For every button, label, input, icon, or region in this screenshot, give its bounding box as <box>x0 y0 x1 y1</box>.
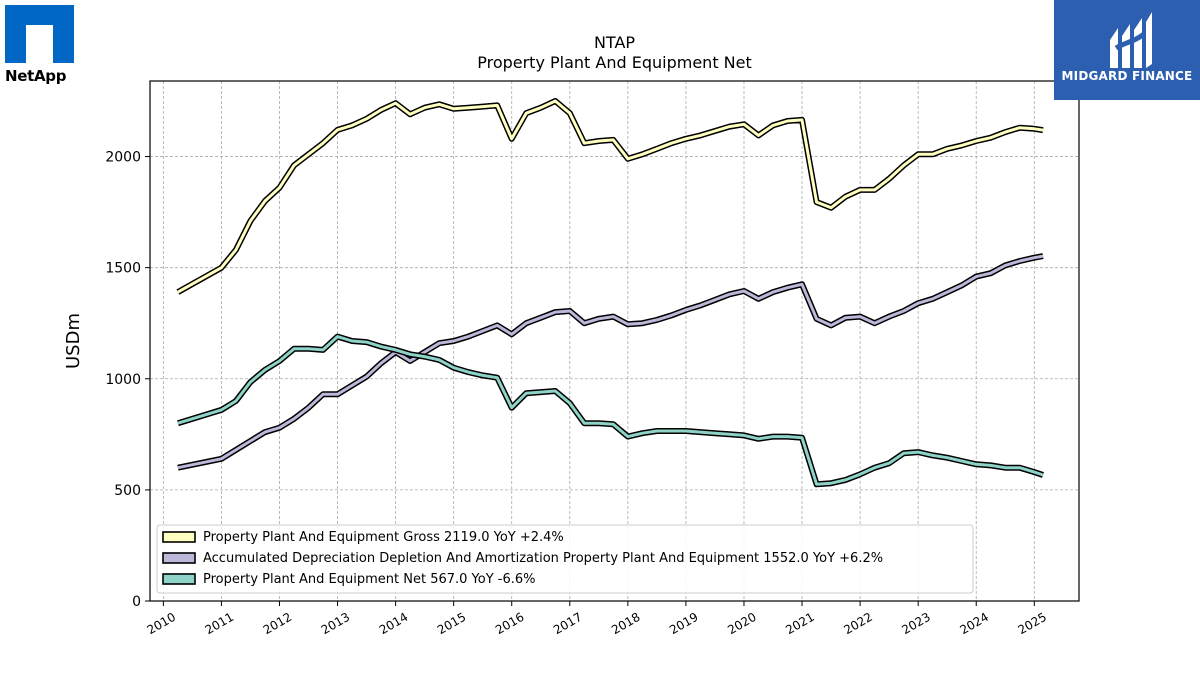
x-tick-label: 2012 <box>261 610 294 637</box>
y-tick-label: 2000 <box>105 150 141 166</box>
series-line-0 <box>177 99 1044 294</box>
x-tick-label: 2019 <box>667 610 700 637</box>
y-axis-label: USDm <box>63 313 84 369</box>
x-tick-label: 2015 <box>435 610 468 637</box>
y-tick-label: 500 <box>114 483 141 499</box>
x-tick-label: 2022 <box>841 610 874 637</box>
x-tick-label: 2023 <box>899 610 932 637</box>
y-tick-label: 0 <box>132 594 141 610</box>
legend: Property Plant And Equipment Gross 2119.… <box>156 524 974 594</box>
y-tick-label: 1000 <box>105 372 141 388</box>
x-tick-label: 2025 <box>1016 610 1049 637</box>
x-tick-label: 2020 <box>725 610 758 637</box>
midgard-finance-logo: MIDGARD FINANCE <box>1054 0 1200 100</box>
series-line-2 <box>177 335 1044 486</box>
legend-label-2: Property Plant And Equipment Net 567.0 Y… <box>203 572 536 587</box>
x-tick-label: 2018 <box>609 610 642 637</box>
y-tick-label: 1500 <box>105 261 141 277</box>
series-outline-0 <box>176 98 1044 295</box>
x-tick-label: 2024 <box>958 610 991 637</box>
legend-swatch-0 <box>162 531 196 543</box>
series-outline-1 <box>177 253 1044 471</box>
series-lines <box>176 98 1044 488</box>
chart-subtitle: Property Plant And Equipment Net <box>477 53 752 72</box>
x-tick-label: 2021 <box>783 610 816 637</box>
netapp-mark-icon <box>5 5 74 63</box>
legend-swatch-2 <box>162 573 196 585</box>
midgard-mark-icon <box>1110 12 1152 68</box>
midgard-wordmark: MIDGARD FINANCE <box>1061 69 1193 83</box>
legend-box <box>156 524 974 594</box>
series-line-1 <box>177 254 1044 470</box>
x-tick-label: 2017 <box>551 610 584 637</box>
legend-label-1: Accumulated Depreciation Depletion And A… <box>203 551 883 566</box>
netapp-wordmark: NetApp <box>5 67 67 85</box>
legend-swatch-1 <box>162 552 196 564</box>
x-tick-label: 2013 <box>319 610 352 637</box>
x-tick-label: 2011 <box>203 610 236 637</box>
legend-label-0: Property Plant And Equipment Gross 2119.… <box>203 530 564 545</box>
x-tick-label: 2010 <box>145 610 178 637</box>
x-tick-label: 2016 <box>493 610 526 637</box>
plot-frame <box>149 80 1080 602</box>
x-tick-label: 2014 <box>377 610 410 637</box>
grid-lines <box>150 81 1079 602</box>
chart-title: NTAP <box>594 33 635 52</box>
netapp-logo: NetApp <box>5 5 85 85</box>
